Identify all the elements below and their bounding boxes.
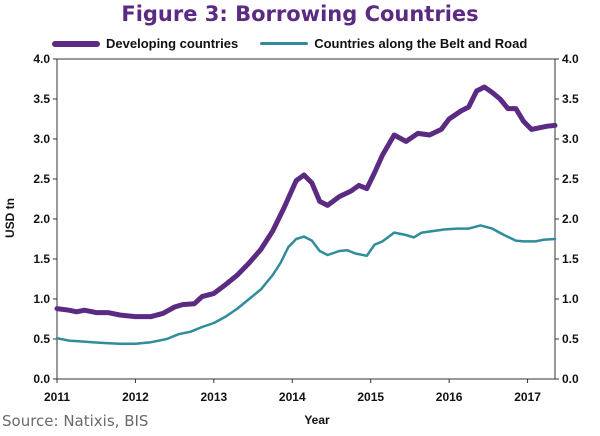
y-tick-label-left: 3.0 bbox=[33, 132, 50, 146]
legend-swatch-developing bbox=[52, 40, 100, 47]
chart-legend: Developing countries Countries along the… bbox=[52, 36, 549, 51]
y-tick-label-left: 2.0 bbox=[33, 212, 50, 226]
legend-item-developing: Developing countries bbox=[52, 36, 238, 51]
x-tick-label: 2014 bbox=[279, 390, 306, 404]
chart-axes: 0.0 0.0 0.5 0.5 1.0 1.0 1.5 1.5 2.0 2.0 2.5 2.5 3.0 3… bbox=[33, 52, 579, 404]
x-tick-label: 2016 bbox=[436, 390, 463, 404]
x-tick-label: 2017 bbox=[514, 390, 541, 404]
y-tick-label-left: 0.0 bbox=[33, 372, 50, 386]
y-axis-label: USD tn bbox=[3, 198, 17, 238]
y-tick-label-left: 1.0 bbox=[33, 292, 50, 306]
y-tick-label-right: 2.5 bbox=[562, 172, 579, 186]
y-tick-label-right: 1.0 bbox=[562, 292, 579, 306]
plot-frame bbox=[56, 58, 556, 380]
y-tick-label-right: 4.0 bbox=[562, 52, 579, 66]
x-tick-label: 2015 bbox=[357, 390, 384, 404]
source-note: Source: Natixis, BIS bbox=[2, 412, 149, 430]
y-tick-label-left: 2.5 bbox=[33, 172, 50, 186]
series-line-developing bbox=[54, 84, 558, 320]
x-tick-label: 2011 bbox=[44, 390, 70, 404]
legend-label-belt-road: Countries along the Belt and Road bbox=[314, 36, 528, 51]
y-tick-label-right: 0.0 bbox=[562, 372, 579, 386]
y-tick-label-right: 1.5 bbox=[562, 252, 579, 266]
x-axis-label: Year bbox=[304, 413, 330, 427]
x-tick-label: 2012 bbox=[122, 390, 149, 404]
y-tick-label-left: 3.5 bbox=[33, 92, 50, 106]
chart-series bbox=[54, 84, 558, 346]
series-line-belt-road bbox=[55, 224, 557, 346]
y-tick-label-right: 3.0 bbox=[562, 132, 579, 146]
y-tick-label-right: 0.5 bbox=[562, 332, 579, 346]
y-tick-label-right: 2.0 bbox=[562, 212, 579, 226]
legend-label-developing: Developing countries bbox=[106, 36, 239, 51]
y-tick-label-left: 0.5 bbox=[33, 332, 50, 346]
legend-swatch-belt-road bbox=[260, 42, 309, 45]
x-tick-label: 2013 bbox=[200, 390, 227, 404]
chart-axis-labels: Year USD tn bbox=[3, 198, 330, 427]
chart-title: Figure 3: Borrowing Countries bbox=[121, 2, 479, 26]
legend-item-belt-road: Countries along the Belt and Road bbox=[260, 36, 527, 51]
y-tick-label-left: 1.5 bbox=[33, 252, 50, 266]
y-tick-label-left: 4.0 bbox=[33, 52, 50, 66]
y-tick-label-right: 3.5 bbox=[562, 92, 579, 106]
